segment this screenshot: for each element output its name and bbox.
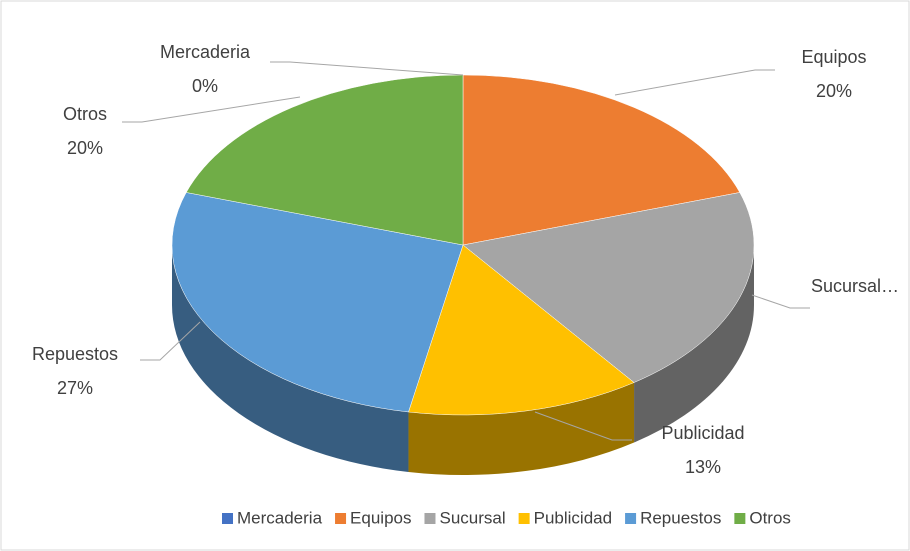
data-label-value: 20%: [816, 81, 852, 101]
legend-label: Equipos: [350, 508, 411, 527]
legend-swatch: [734, 513, 746, 524]
legend-swatch: [424, 513, 436, 524]
data-label-name: Otros: [63, 104, 107, 124]
legend-label: Repuestos: [640, 508, 721, 527]
slice: [462, 74, 741, 246]
leader-line: [270, 61, 464, 76]
slice: [462, 192, 755, 383]
data-label-value: 20%: [67, 138, 103, 158]
leader-line: [122, 96, 301, 123]
legend-label: Mercaderia: [237, 508, 323, 527]
slice: [408, 244, 635, 416]
legend-label: Sucursal: [439, 508, 505, 527]
leader-line: [534, 411, 632, 441]
data-label-name: Mercaderia: [160, 42, 251, 62]
slice-side: [172, 245, 409, 472]
leader-line: [614, 69, 775, 96]
data-label-name: Publicidad: [661, 423, 744, 443]
legend-swatch: [222, 513, 233, 524]
legend-swatch: [625, 513, 637, 524]
data-label-value: 27%: [57, 378, 93, 398]
leader-line: [751, 294, 810, 309]
data-label-value: 13%: [685, 457, 721, 477]
slice: [171, 192, 464, 413]
data-label-value: 0%: [192, 76, 218, 96]
legend-swatch: [335, 513, 347, 524]
data-label-name: Equipos: [801, 47, 866, 67]
data-label-name: Repuestos: [32, 344, 118, 364]
slice-side: [408, 382, 635, 475]
data-label-name: Sucursal…: [811, 276, 899, 296]
slice-side: [634, 245, 754, 443]
legend-label: Publicidad: [534, 508, 612, 527]
slice: [185, 74, 464, 246]
leader-line: [140, 321, 201, 361]
legend: Mercaderia Equipos Sucursal Publicidad Repue…: [222, 508, 791, 527]
legend-swatch: [518, 513, 530, 524]
legend-label: Otros: [749, 508, 791, 527]
